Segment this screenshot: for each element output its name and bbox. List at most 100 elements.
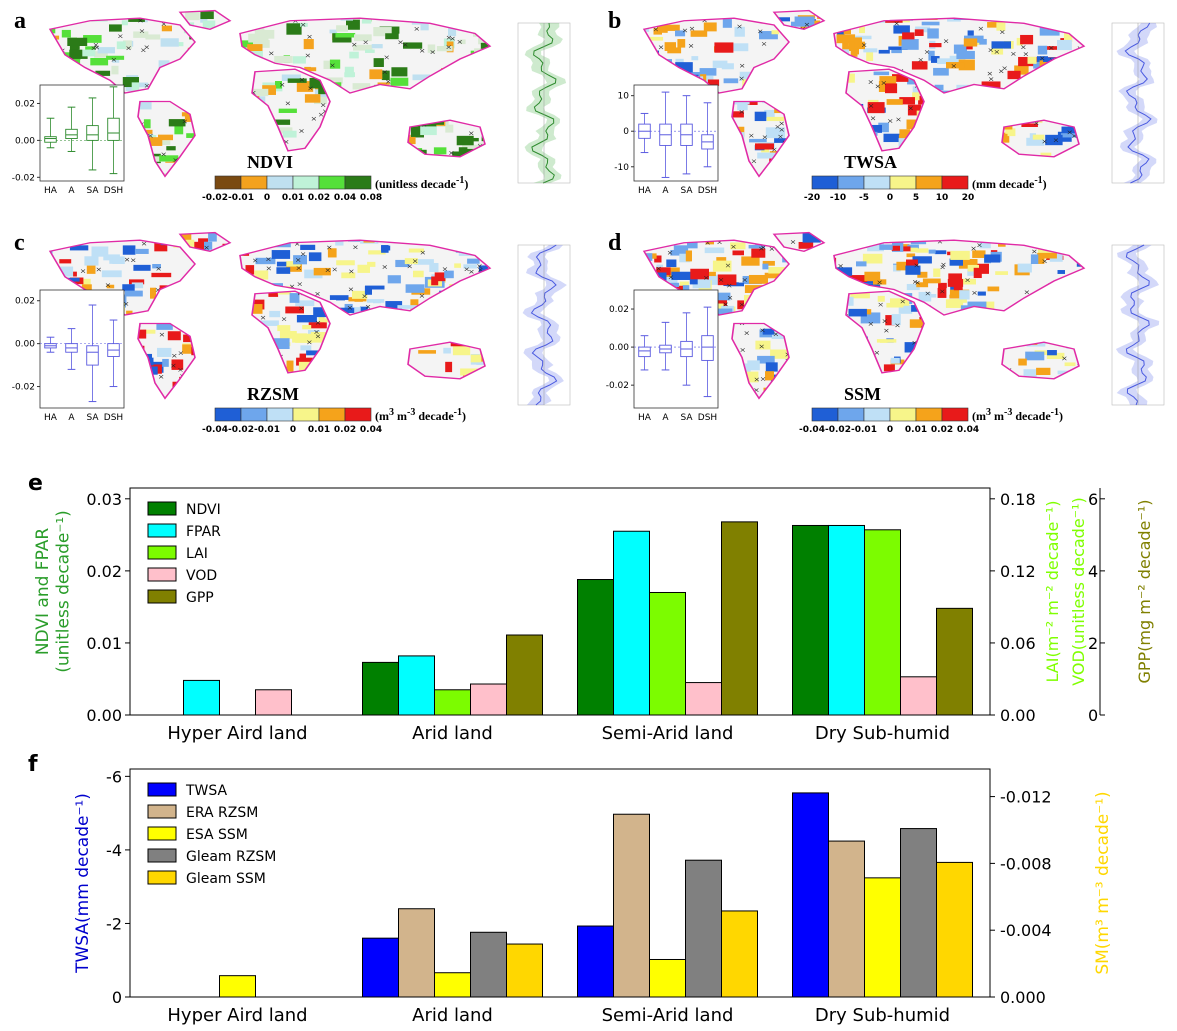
xtick-label: Semi-Arid land bbox=[602, 1005, 734, 1026]
legend-label: FPAR bbox=[186, 524, 221, 540]
bar-chart-water-storage: f 0 -2 -4 -6 Hyper Aird land Arid land Semi-Ari… bbox=[28, 752, 1113, 1026]
bar-gpp bbox=[506, 634, 543, 716]
colorbar-tick: -0.01 bbox=[254, 425, 280, 435]
legend-label: VOD bbox=[186, 568, 217, 584]
bar-gleam-rzsm bbox=[470, 931, 507, 998]
xtick-label: Dry Sub-humid bbox=[815, 723, 950, 744]
xtick-label: Dry Sub-humid bbox=[815, 1005, 950, 1026]
bar-ndvi bbox=[577, 579, 614, 716]
colorbar-tick: -20 bbox=[804, 193, 820, 203]
ytick-right-lai: 0.18 bbox=[1000, 490, 1036, 509]
boxplot-box bbox=[86, 304, 99, 403]
colorbar-swatch bbox=[837, 407, 865, 422]
boxplot-box bbox=[86, 97, 99, 171]
boxplot-box bbox=[680, 312, 693, 386]
colorbar-tick: 0 bbox=[264, 193, 270, 203]
colorbar-tick: 0.02 bbox=[334, 425, 356, 435]
boxplot-ytick: 0.02 bbox=[609, 305, 629, 315]
legend-swatch bbox=[147, 782, 177, 797]
panel-label: d bbox=[608, 230, 622, 256]
xtick-label: Arid land bbox=[412, 1005, 493, 1026]
boxplot-box bbox=[680, 95, 693, 175]
boxplot-xtick: A bbox=[68, 186, 75, 196]
colorbar-swatch bbox=[292, 175, 320, 190]
boxplot-xtick: DSH bbox=[104, 186, 123, 196]
ylabel-left: TWSA(mm decade⁻¹) bbox=[73, 793, 93, 974]
bar-ndvi bbox=[362, 661, 399, 716]
colorbar-swatch bbox=[811, 407, 839, 422]
bar-gleam-rzsm bbox=[685, 859, 722, 998]
colorbar-swatch bbox=[863, 175, 891, 190]
boxplot-xtick: HA bbox=[44, 413, 58, 423]
panel-label: f bbox=[28, 752, 38, 777]
boxplot-box bbox=[659, 321, 672, 371]
ytick-left: 0.03 bbox=[86, 490, 122, 509]
colorbar-tick: 0.02 bbox=[931, 425, 953, 435]
boxplot-xtick: HA bbox=[638, 413, 652, 423]
legend-label: Gleam SSM bbox=[186, 871, 266, 887]
bar-gpp bbox=[721, 521, 758, 716]
bar-gpp bbox=[936, 607, 973, 716]
ytick-right-lai: 0.00 bbox=[1000, 706, 1036, 725]
colorbar-tick: -10 bbox=[830, 193, 846, 203]
colorbar-swatch bbox=[344, 175, 372, 190]
bar-esa-ssm bbox=[434, 972, 471, 998]
inset-boxplot: 0.02 0.00 -0.02 HA A SA DSH bbox=[606, 289, 719, 423]
ytick-right-lai: 0.12 bbox=[1000, 562, 1036, 581]
boxplot-xtick: SA bbox=[86, 413, 99, 423]
colorbar-swatch bbox=[915, 175, 943, 190]
boxplot-ytick: 0.00 bbox=[609, 343, 629, 353]
ytick-right-gpp: 0 bbox=[1088, 706, 1098, 725]
colorbar-tick: 0.04 bbox=[360, 425, 382, 435]
bar-gleam-rzsm bbox=[900, 828, 937, 998]
colorbar-tick: -0.02 bbox=[825, 425, 851, 435]
bar-vod bbox=[685, 682, 722, 716]
colorbar-tick: 0.08 bbox=[360, 193, 382, 203]
colorbar-swatch bbox=[941, 407, 969, 422]
colorbar-unit: (m3 m-3 decade-1) bbox=[972, 407, 1064, 423]
colorbar-title: SSM bbox=[844, 384, 882, 404]
bar-lai bbox=[434, 689, 471, 716]
colorbar-swatch bbox=[292, 407, 320, 422]
bar-era-rzsm bbox=[828, 840, 865, 998]
boxplot-xtick: A bbox=[662, 186, 669, 196]
colorbar-tick: 0.02 bbox=[308, 193, 330, 203]
inset-boxplot: 10 0 -10 HA A SA DSH bbox=[614, 84, 719, 196]
boxplot-ytick: 0 bbox=[623, 127, 629, 137]
panel-label: c bbox=[14, 230, 25, 256]
ylabel-right-vod: VOD(unitless decade⁻¹) bbox=[1069, 497, 1088, 686]
ylabel-right-lai: LAI(m⁻² m⁻² decade⁻¹) bbox=[1043, 501, 1062, 683]
colorbar-swatch bbox=[266, 175, 294, 190]
legend-swatch bbox=[147, 545, 177, 560]
panel-label: a bbox=[14, 8, 26, 34]
colorbar-tick: 0.01 bbox=[308, 425, 330, 435]
panel-label: e bbox=[28, 471, 43, 496]
inset-boxplot: 0.02 0.00 -0.02 HA A SA DSH bbox=[12, 84, 125, 196]
bar-twsa bbox=[792, 792, 829, 998]
colorbar-swatch bbox=[889, 407, 917, 422]
colorbar-swatch bbox=[214, 175, 242, 190]
bar-esa-ssm bbox=[864, 877, 901, 998]
bar-lai bbox=[864, 529, 901, 716]
legend-swatch bbox=[147, 501, 177, 516]
ytick-right-sm: -0.012 bbox=[1000, 788, 1052, 807]
colorbar-tick: -0.02 bbox=[228, 425, 254, 435]
boxplot-xtick: DSH bbox=[698, 413, 717, 423]
boxplot-box bbox=[44, 336, 57, 353]
legend-swatch bbox=[147, 567, 177, 582]
colorbar-tick: 0.01 bbox=[905, 425, 927, 435]
boxplot-xtick: SA bbox=[680, 186, 693, 196]
bar-gleam-ssm bbox=[721, 910, 758, 998]
boxplot-box bbox=[701, 306, 714, 398]
boxplot-ytick: 10 bbox=[618, 92, 630, 102]
colorbar-unit: (unitless decade-1) bbox=[375, 175, 469, 191]
ytick-right-lai: 0.06 bbox=[1000, 634, 1036, 653]
colorbar-tick: 5 bbox=[913, 193, 919, 203]
boxplot-xtick: SA bbox=[680, 413, 693, 423]
colorbar-tick: -0.04 bbox=[202, 425, 228, 435]
legend-label: GPP bbox=[186, 590, 214, 606]
map-panel-b: 10 0 -10 HA A SA DSH -20 -10 -5 0 5 10 20 b TWSA (mm dec… bbox=[594, 0, 1177, 212]
colorbar-unit: (m3 m-3 decade-1) bbox=[375, 407, 467, 423]
